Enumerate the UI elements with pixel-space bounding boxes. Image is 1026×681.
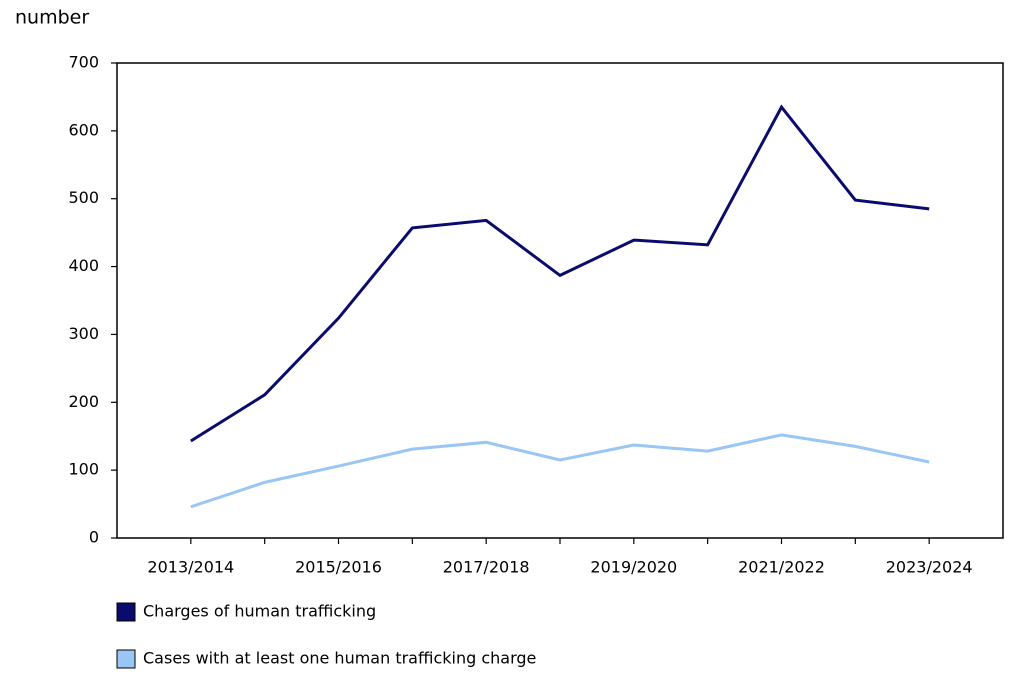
y-tick-label: 500 [68, 188, 99, 207]
y-tick-label: 200 [68, 392, 99, 411]
y-tick-label: 700 [68, 53, 99, 72]
y-tick-label: 100 [68, 460, 99, 479]
y-tick-label: 600 [68, 120, 99, 139]
plot-frame [116, 62, 1004, 539]
legend-swatch [116, 602, 136, 622]
y-tick-label: 0 [89, 528, 99, 547]
x-tick-label: 2017/2018 [443, 558, 530, 577]
line-series [190, 104, 930, 443]
y-tick-label: 300 [68, 324, 99, 343]
legend-label: Cases with at least one human traffickin… [143, 649, 536, 668]
x-tick-label: 2015/2016 [295, 558, 382, 577]
x-tick-label: 2013/2014 [147, 558, 234, 577]
y-tick-label: 400 [68, 256, 99, 275]
x-tick-label: 2021/2022 [738, 558, 825, 577]
y-axis-label: number [15, 7, 89, 29]
legend-swatch [116, 649, 136, 669]
x-tick-label: 2019/2020 [590, 558, 677, 577]
line-series [190, 433, 930, 509]
legend-label: Charges of human trafficking [143, 602, 376, 621]
x-tick-label: 2023/2024 [886, 558, 973, 577]
